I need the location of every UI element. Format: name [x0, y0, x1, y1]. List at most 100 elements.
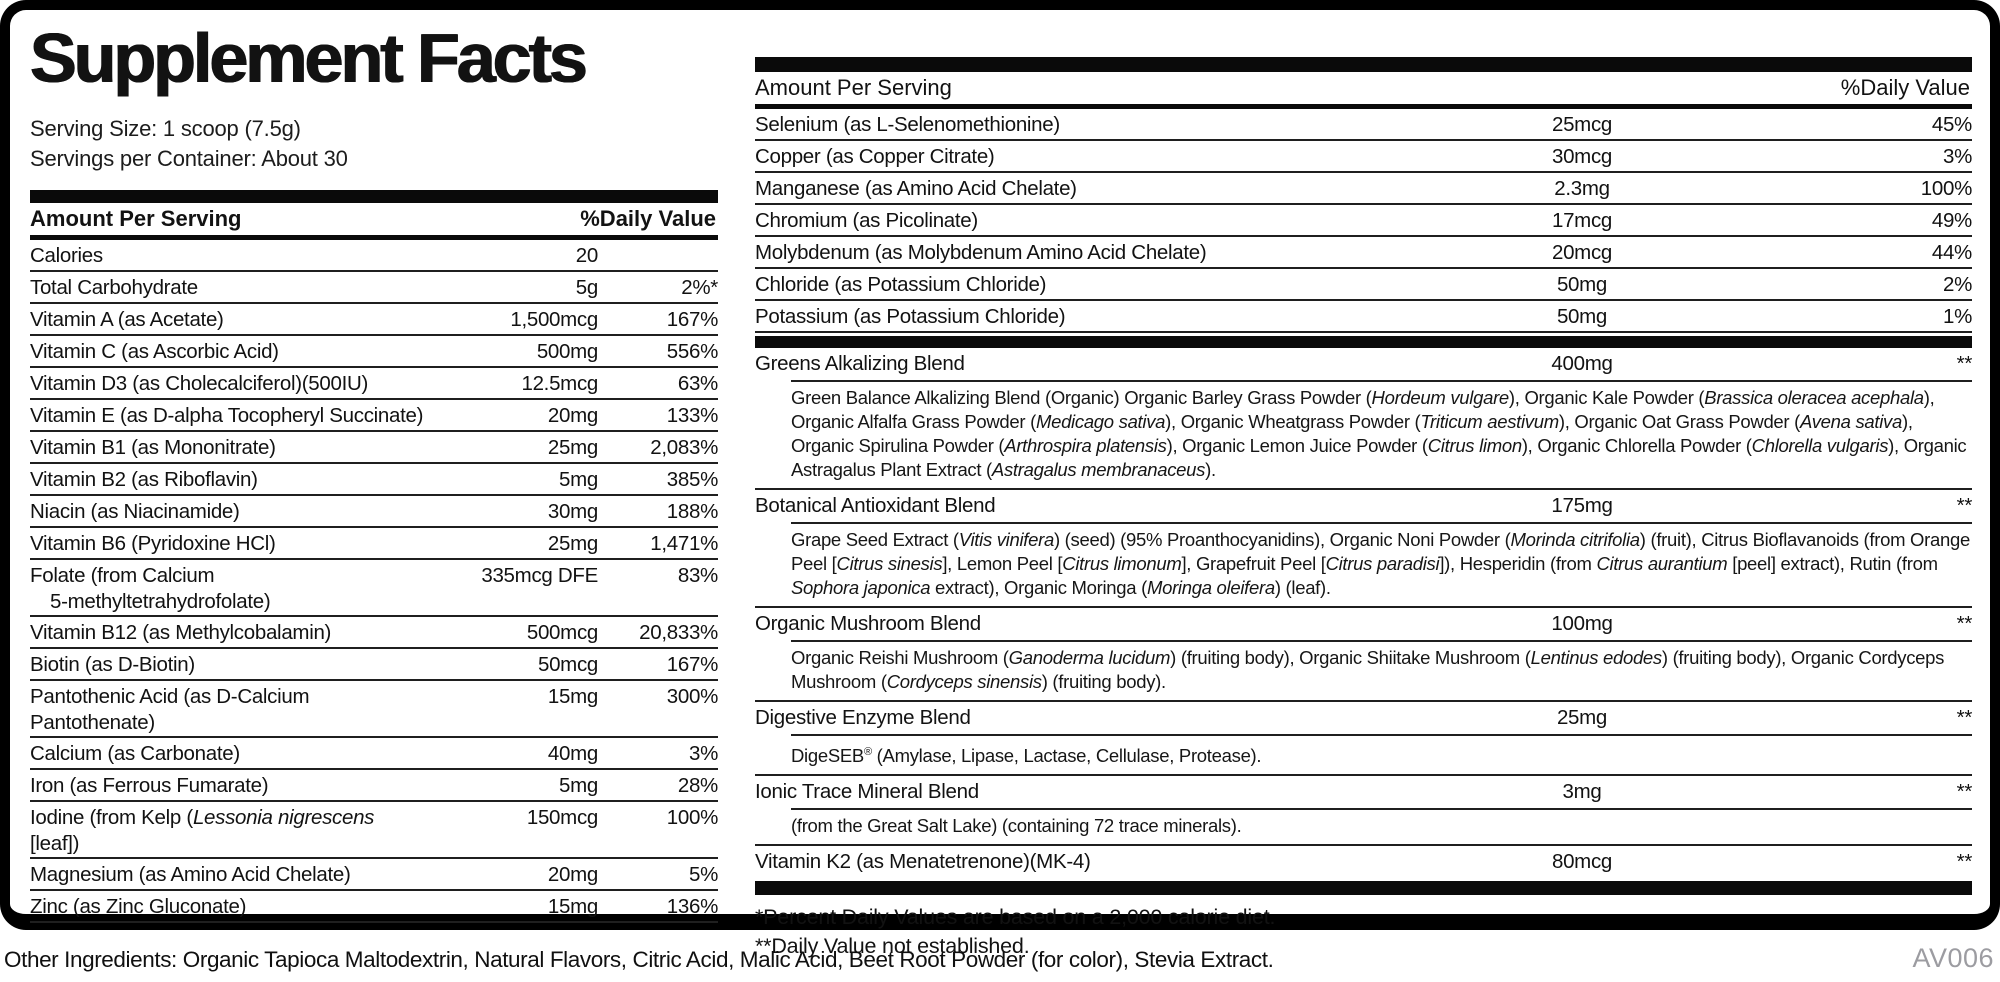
nutrient-name: Vitamin K2 (as Menatetrenone)(MK-4): [755, 850, 1091, 874]
nutrient-amount: 500mcg: [526, 621, 598, 644]
table-row: Molybdenum (as Molybdenum Amino Acid Che…: [755, 237, 1972, 269]
divider-bar: [755, 57, 1972, 72]
nutrient-name: Calories: [30, 244, 103, 267]
nutrient-daily-value: 133%: [666, 404, 719, 427]
table-row: Biotin (as D-Biotin) 50mcg 167%: [30, 649, 718, 681]
nutrient-daily-value: 385%: [666, 468, 719, 491]
serving-size: Serving Size: 1 scoop (7.5g): [30, 116, 301, 141]
divider-bar: [30, 235, 718, 240]
supplement-facts-panel: Supplement Facts Serving Size: 1 scoop (…: [0, 0, 2000, 958]
nutrient-amount: 20mg: [547, 404, 598, 427]
divider-line: [791, 380, 1972, 382]
nutrient-name: Chromium (as Picolinate): [755, 209, 978, 232]
nutrient-amount: 2.3mg: [1554, 177, 1610, 200]
table-row: Botanical Antioxidant Blend 175mg **: [755, 490, 1972, 522]
table-row: Copper (as Copper Citrate) 30mcg 3%: [755, 141, 1972, 173]
nutrient-name: Digestive Enzyme Blend: [755, 706, 971, 729]
footnote-daily-values: *Percent Daily Values are based on a 2,0…: [755, 905, 1276, 930]
divider-line: [791, 808, 1972, 811]
nutrient-amount: 500mg: [536, 340, 598, 363]
table-row: Vitamin E (as D-alpha Tocopheryl Succina…: [30, 400, 718, 432]
table-row: Selenium (as L-Selenomethionine) 25mcg 45%: [755, 109, 1972, 141]
nutrient-amount: 100mg: [1551, 612, 1613, 635]
table-row: Vitamin B12 (as Methylcobalamin) 500mcg 20…: [30, 617, 718, 649]
blend-ingredients: Green Balance Alkalizing Blend (Organic)…: [755, 382, 1972, 490]
nutrient-amount: 15mg: [547, 685, 598, 708]
nutrient-name: Molybdenum (as Molybdenum Amino Acid Che…: [755, 241, 1207, 264]
nutrient-name: Vitamin D3 (as Cholecalciferol)(500IU): [30, 372, 368, 395]
nutrient-name: Chloride (as Potassium Chloride): [755, 273, 1047, 296]
nutrient-daily-value: 83%: [677, 564, 718, 587]
table-row: Vitamin B6 (Pyridoxine HCl) 25mg 1,471%: [30, 528, 718, 560]
nutrient-amount: 25mg: [1556, 706, 1608, 729]
nutrient-amount: 50mg: [1556, 305, 1608, 328]
left-column: Supplement Facts Serving Size: 1 scoop (…: [30, 10, 718, 923]
nutrient-name: Vitamin C (as Ascorbic Acid): [30, 340, 279, 363]
table-row: Iron (as Ferrous Fumarate) 5mg 28%: [30, 770, 718, 802]
table-row: Organic Mushroom Blend 100mg **: [755, 608, 1972, 640]
nutrient-amount: 5g: [575, 276, 599, 299]
nutrient-name: Biotin (as D-Biotin): [30, 653, 195, 676]
nutrient-daily-value: 45%: [1931, 113, 1972, 136]
nutrient-daily-value: **: [1956, 494, 1973, 517]
table-row: Vitamin B2 (as Riboflavin) 5mg 385%: [30, 464, 718, 496]
nutrient-name: Vitamin E (as D-alpha Tocopheryl Succina…: [30, 404, 424, 427]
daily-value-label: %Daily Value: [580, 206, 716, 231]
nutrient-daily-value: 2,083%: [650, 436, 718, 459]
table-row: Greens Alkalizing Blend 400mg **: [755, 348, 1972, 380]
divider-bar: [30, 190, 718, 203]
nutrient-daily-value: 20,833%: [639, 621, 718, 644]
nutrient-daily-value: 2%: [1942, 273, 1972, 296]
table-row: Vitamin D3 (as Cholecalciferol)(500IU) 12…: [30, 368, 718, 400]
footnotes: *Percent Daily Values are based on a 2,0…: [755, 895, 1972, 961]
nutrient-amount: 25mg: [547, 436, 598, 459]
blend-ingredients: Organic Reishi Mushroom (Ganoderma lucid…: [755, 642, 1972, 702]
left-table-header: Amount Per Serving %Daily Value: [30, 203, 718, 235]
nutrient-name: Vitamin B1 (as Mononitrate): [30, 436, 276, 459]
nutrient-daily-value: 556%: [666, 340, 719, 363]
nutrient-amount: 50mcg: [537, 653, 598, 676]
nutrient-amount: 25mcg: [1551, 113, 1613, 136]
nutrient-daily-value: 2%*: [681, 276, 718, 299]
nutrient-name: Zinc (as Zinc Gluconate): [30, 895, 247, 918]
nutrient-daily-value: **: [1956, 352, 1973, 375]
other-ingredients: Other Ingredients: Organic Tapioca Malto…: [4, 947, 1274, 972]
nutrient-name: Iron (as Ferrous Fumarate): [30, 774, 269, 797]
nutrient-amount: 30mg: [547, 500, 598, 523]
table-row: Niacin (as Niacinamide) 30mg 188%: [30, 496, 718, 528]
nutrient-amount: 3mg: [1562, 780, 1602, 804]
divider-bar: [755, 881, 1972, 896]
nutrient-daily-value: 3%: [1942, 145, 1972, 168]
nutrient-daily-value: 188%: [666, 500, 719, 523]
nutrient-amount: 80mcg: [1551, 850, 1613, 874]
nutrient-daily-value: 167%: [666, 308, 719, 331]
table-row: Ionic Trace Mineral Blend 3mg **: [755, 776, 1972, 808]
nutrient-name: Vitamin B12 (as Methylcobalamin): [30, 621, 332, 644]
nutrient-name: Pantothenic Acid (as D-Calcium Pantothen…: [30, 685, 310, 734]
nutrient-daily-value: 28%: [677, 774, 718, 797]
nutrient-daily-value: **: [1956, 850, 1973, 874]
servings-per-container: Servings per Container: About 30: [30, 146, 348, 171]
blend-table: Greens Alkalizing Blend 400mg ** Green Bala…: [755, 348, 1972, 878]
nutrient-amount: 30mcg: [1551, 145, 1613, 168]
amount-per-serving-label: Amount Per Serving: [755, 75, 952, 100]
nutrient-name: Ionic Trace Mineral Blend: [755, 780, 979, 804]
nutrient-name: Potassium (as Potassium Chloride): [755, 305, 1066, 328]
nutrient-daily-value: 167%: [666, 653, 719, 676]
nutrient-daily-value: 49%: [1931, 209, 1972, 232]
nutrient-amount: 25mg: [547, 532, 598, 555]
table-row: Iodine (from Kelp (Lessonia nigrescens […: [30, 802, 718, 859]
blend-ingredients: DigeSEB® (Amylase, Lipase, Lactase, Cell…: [755, 736, 1972, 777]
table-row: Manganese (as Amino Acid Chelate) 2.3mg 10…: [755, 173, 1972, 205]
nutrient-amount: 150mcg: [526, 806, 598, 829]
divider-bar: [755, 104, 1972, 109]
left-nutrient-table: Calories 20 Total Carbohydrate 5g 2%* Vitamin…: [30, 240, 718, 923]
product-code: AV006: [1912, 943, 1994, 973]
nutrient-amount: 335mcg DFE: [481, 564, 598, 587]
blend-ingredients: Grape Seed Extract (Vitis vinifera) (see…: [755, 524, 1972, 608]
nutrient-daily-value: 300%: [666, 685, 719, 708]
nutrient-daily-value: 1%: [1942, 305, 1972, 328]
divider-line: [791, 522, 1972, 524]
nutrient-amount: 1,500mcg: [510, 308, 598, 331]
nutrient-amount: 40mg: [547, 742, 598, 765]
